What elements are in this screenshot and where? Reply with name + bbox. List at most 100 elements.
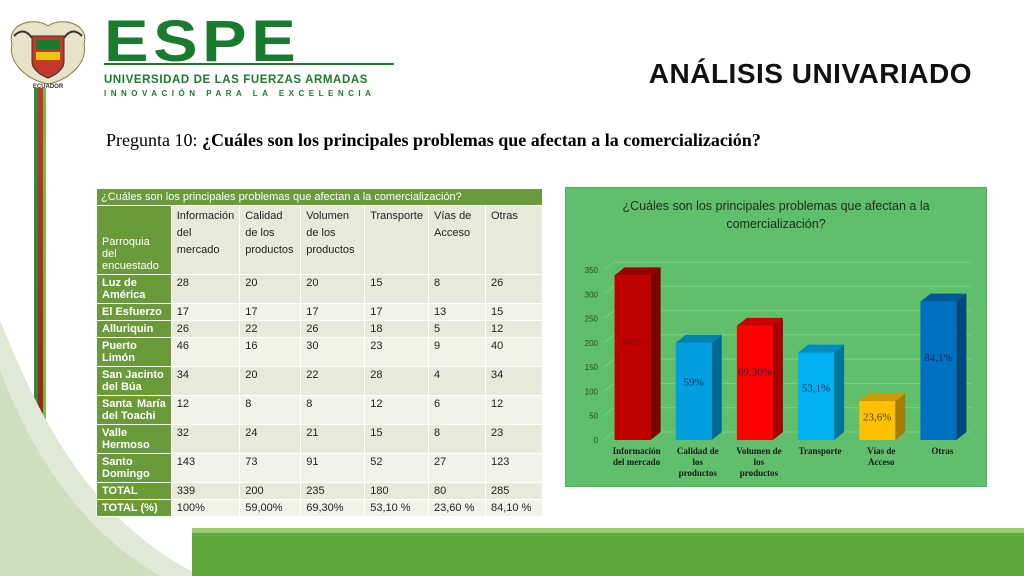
chart-x-tick-label: los	[692, 457, 703, 467]
chart-gridline	[603, 261, 615, 271]
chart-bar	[920, 301, 957, 440]
chart-title: comercialización?	[726, 217, 825, 231]
table-row-label: Valle Hermoso	[96, 424, 172, 454]
table-cell: 21	[300, 424, 366, 454]
table-cell: 12	[364, 395, 429, 425]
chart-bar-top	[859, 393, 906, 402]
chart-y-tick-label: 150	[585, 363, 599, 372]
table-cell: 26	[170, 320, 241, 338]
chart-gridline	[603, 310, 615, 319]
question-prefix: Pregunta 10:	[106, 130, 202, 150]
chart-y-tick-label: 50	[589, 412, 598, 421]
seal-caption: ECUADOR	[33, 84, 64, 90]
chart-bar-top	[614, 267, 661, 276]
table-row-label: El Esfuerzo	[96, 303, 172, 321]
table-cell: 23	[485, 424, 543, 454]
table-cell: 34	[485, 366, 543, 396]
table-cell: 143	[170, 453, 241, 483]
table-cell: 15	[364, 424, 429, 454]
bar-chart: ¿Cuáles son los principales problemas qu…	[565, 187, 987, 487]
chart-gridline	[603, 407, 615, 417]
chart-title: ¿Cuáles son los principales problemas qu…	[622, 199, 929, 213]
chart-y-tick-label: 250	[585, 315, 599, 324]
table-column-header: Información del mercado	[170, 205, 241, 275]
chart-gridline	[603, 285, 615, 295]
table-cell: 12	[170, 395, 241, 425]
table-cell: 8	[428, 424, 486, 454]
table-row-label: Santa María del Toachi	[96, 395, 172, 425]
table-cell: 17	[239, 303, 302, 321]
logo-main-text: ESPE	[104, 9, 301, 74]
espe-logo: ESPE UNIVERSIDAD DE LAS FUERZAS ARMADAS …	[104, 13, 404, 99]
chart-bar-top	[675, 334, 722, 343]
table-cell: 17	[364, 303, 429, 321]
table-row: Santo Domingo 143 73 91 52 27 123	[96, 453, 543, 483]
chart-y-tick-label: 350	[585, 266, 599, 275]
table-cell: 26	[300, 320, 366, 338]
chart-gridline	[603, 358, 615, 368]
table-cell: 69,30%	[300, 499, 366, 517]
chart-bar-top	[798, 344, 845, 353]
logo-university-text: UNIVERSIDAD DE LAS FUERZAS ARMADAS	[104, 74, 369, 86]
table-row-header-label: Parroquia del encuestado	[96, 205, 172, 275]
table-cell: 24	[239, 424, 302, 454]
table-cell: 59,00%	[239, 499, 302, 517]
table-cell: 123	[485, 453, 543, 483]
table-column-header: Otras	[485, 205, 543, 275]
table-cell: 23	[364, 337, 429, 367]
table-cell: 91	[300, 453, 366, 483]
table-cell: 8	[300, 395, 366, 425]
table-cell: 23,60 %	[428, 499, 486, 517]
table-cell: 20	[300, 274, 366, 304]
table-row: Puerto Limón 46 16 30 23 9 40	[96, 337, 543, 367]
table-cell: 34	[170, 366, 241, 396]
bottom-band	[192, 533, 1024, 576]
table-cell: 80	[428, 482, 486, 500]
bottom-band-accent	[192, 528, 1024, 534]
table-row: TOTAL 339 200 235 180 80 285	[96, 482, 543, 500]
chart-data-label: 53,1%	[802, 383, 830, 395]
chart-x-tick-label: Transporte	[799, 446, 842, 456]
table-cell: 52	[364, 453, 429, 483]
left-stripe-light	[43, 88, 46, 548]
table-column-header: Transporte	[364, 205, 429, 275]
table-cell: 100%	[170, 499, 241, 517]
table-cell: 22	[239, 320, 302, 338]
table-cell: 15	[485, 303, 543, 321]
chart-bar-side	[650, 267, 661, 440]
chart-y-tick-label: 200	[585, 339, 599, 348]
table-row-label: TOTAL	[96, 482, 172, 500]
table-cell: 285	[485, 482, 543, 500]
table-row: Valle Hermoso 32 24 21 15 8 23	[96, 424, 543, 454]
table-cell: 339	[170, 482, 241, 500]
table-cell: 12	[485, 320, 543, 338]
table-cell: 26	[485, 274, 543, 304]
chart-bar	[675, 342, 712, 440]
table-row-label: TOTAL (%)	[96, 499, 172, 517]
logo-divider	[104, 63, 394, 65]
chart-x-tick-label: Información	[613, 446, 661, 456]
chart-gridline	[603, 383, 615, 392]
table-row: Santa María del Toachi 12 8 8 12 6 12	[96, 395, 543, 425]
chart-y-tick-label: 100	[585, 387, 599, 396]
chart-canvas: ¿Cuáles son los principales problemas qu…	[585, 199, 971, 478]
chart-bar-top	[736, 317, 783, 326]
chart-x-tick-label: Vías de	[867, 446, 895, 456]
table-row: El Esfuerzo 17 17 17 17 13 15	[96, 303, 543, 321]
chart-data-label: 59%	[684, 377, 704, 389]
chart-gridline	[603, 334, 615, 344]
chart-bar-side	[956, 293, 967, 440]
chart-data-label: 100%	[620, 336, 646, 348]
chart-bar-side	[895, 393, 906, 440]
chart-bar-side	[772, 317, 783, 440]
chart-x-tick-label: Calidad de	[677, 446, 719, 456]
table-row: TOTAL (%) 100% 59,00% 69,30% 53,10 % 23,60 % 8…	[96, 499, 543, 517]
chart-bar	[614, 275, 651, 440]
table-cell: 13	[428, 303, 486, 321]
table-cell: 12	[485, 395, 543, 425]
table-cell: 17	[170, 303, 241, 321]
table-cell: 9	[428, 337, 486, 367]
chart-gridline	[603, 431, 615, 441]
table-cell: 27	[428, 453, 486, 483]
chart-data-label: 69,30%	[738, 367, 772, 379]
